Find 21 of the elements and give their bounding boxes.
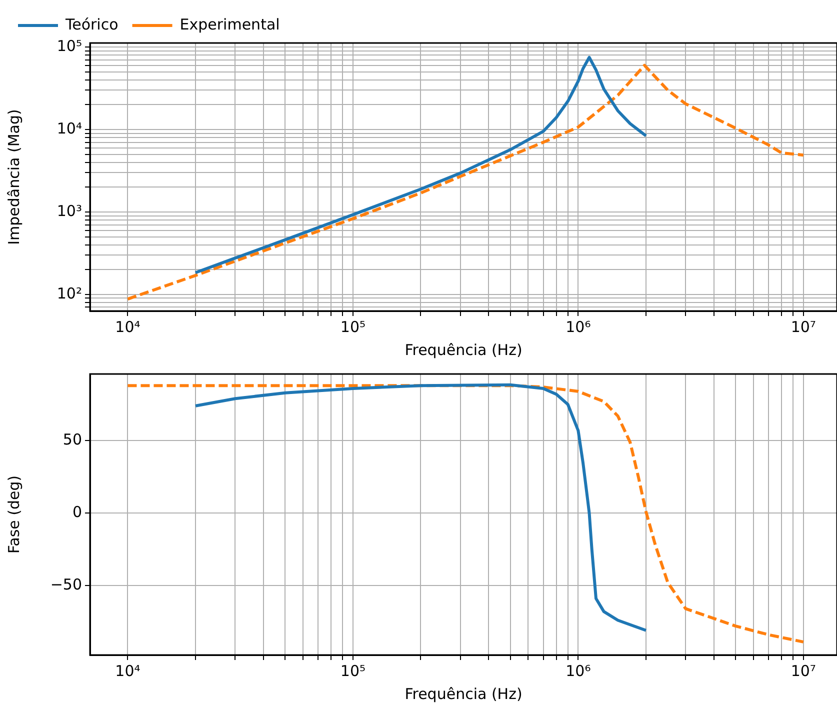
x-tick-label: 10⁶: [566, 318, 591, 336]
x-tick-label: 10⁴: [115, 318, 140, 336]
x-axis-title: Frequência (Hz): [404, 684, 522, 703]
x-tick-label: 10⁵: [340, 318, 366, 336]
x-tick-label: 10⁶: [566, 662, 591, 680]
y-tick-label: −50: [50, 575, 82, 594]
legend-label: Teórico: [64, 15, 118, 34]
x-tick-label: 10⁷: [790, 318, 816, 336]
legend-label: Experimental: [180, 15, 280, 34]
y-axis-title: Fase (deg): [4, 475, 23, 554]
y-tick-label: 10⁴: [56, 119, 82, 138]
y-tick-label: 10³: [56, 202, 82, 220]
x-tick-label: 10⁴: [115, 662, 140, 680]
y-tick-label: 50: [62, 430, 82, 449]
x-tick-label: 10⁷: [790, 662, 816, 680]
x-axis-title: Frequência (Hz): [404, 340, 522, 359]
y-tick-label: 0: [72, 502, 82, 521]
y-tick-label: 10²: [56, 284, 82, 302]
x-tick-label: 10⁵: [340, 662, 366, 680]
y-tick-label: 10⁵: [56, 36, 82, 55]
y-axis-title: Impedância (Mag): [4, 109, 23, 245]
